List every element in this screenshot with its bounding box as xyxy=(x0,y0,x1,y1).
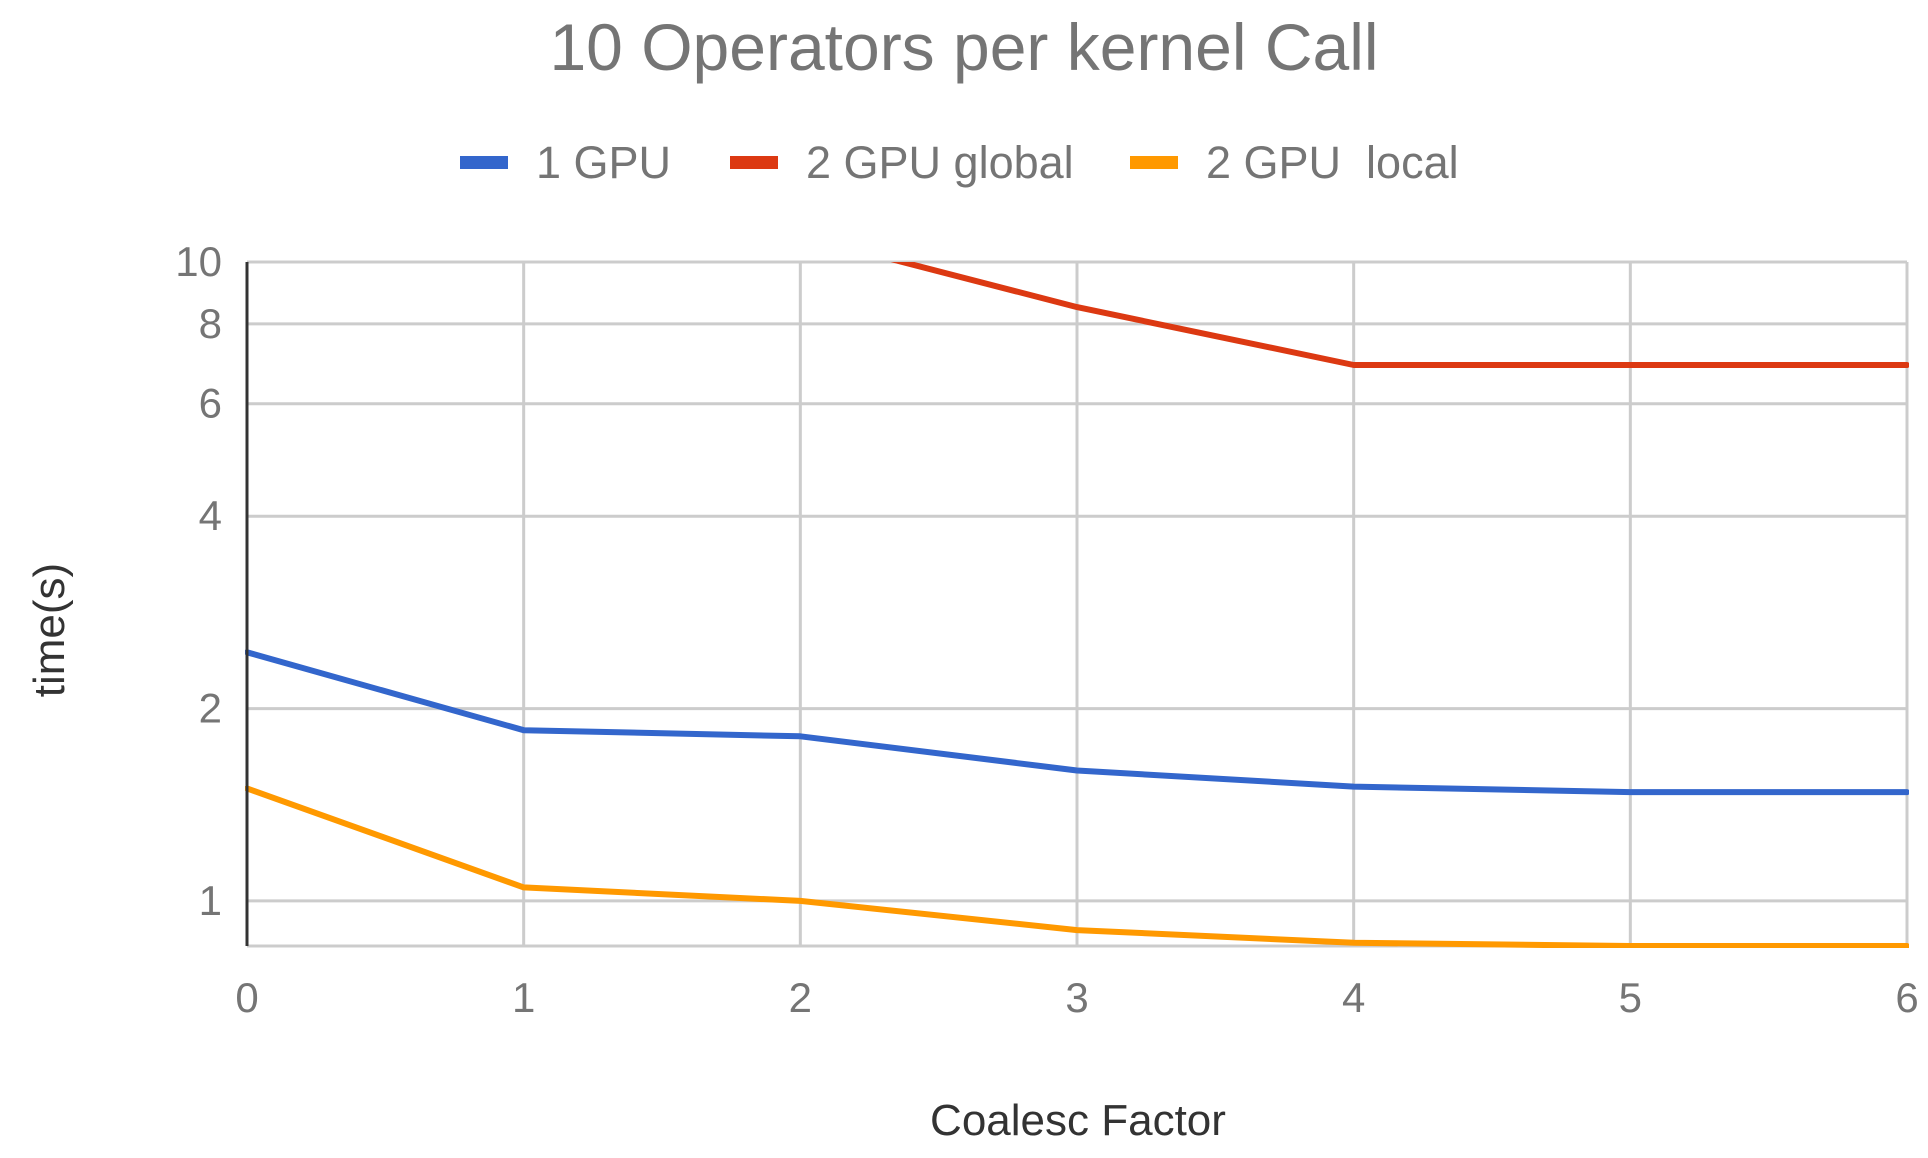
legend-swatch xyxy=(460,156,508,169)
chart-title: 10 Operators per kernel Call xyxy=(549,10,1378,84)
legend-item: 2 GPU local xyxy=(1130,137,1459,188)
x-tick-label: 5 xyxy=(1619,974,1642,1021)
x-tick-label: 4 xyxy=(1342,974,1365,1021)
legend-swatch xyxy=(730,156,778,169)
series-group xyxy=(245,262,1909,948)
y-tick-label: 10 xyxy=(175,238,222,285)
legend-label: 1 GPU xyxy=(536,137,671,188)
legend: 1 GPU 2 GPU global 2 GPU local xyxy=(460,137,1459,188)
y-tick-label: 6 xyxy=(199,380,222,427)
x-tick-label: 2 xyxy=(789,974,812,1021)
legend-swatch xyxy=(1130,156,1178,169)
y-tick-label: 2 xyxy=(199,685,222,732)
series-line-1-gpu xyxy=(245,649,1909,796)
legend-label: 2 GPU local xyxy=(1206,137,1459,188)
y-tick-label: 1 xyxy=(199,877,222,924)
series-line-2-gpu-local xyxy=(245,785,1909,948)
y-tick-label: 8 xyxy=(199,300,222,347)
x-axis-label: Coalesc Factor xyxy=(930,1096,1226,1145)
legend-item: 2 GPU global xyxy=(730,137,1074,188)
x-tick-label: 0 xyxy=(235,974,258,1021)
y-axis-label: time(s) xyxy=(25,563,74,697)
legend-item: 1 GPU xyxy=(460,137,671,188)
legend-label: 2 GPU global xyxy=(806,137,1074,188)
y-tick-labels: 1 2 4 6 8 10 xyxy=(175,238,222,924)
x-tick-label: 3 xyxy=(1065,974,1088,1021)
y-tick-label: 4 xyxy=(199,492,222,539)
series-line-2-gpu-global xyxy=(890,262,1909,368)
x-tick-label: 6 xyxy=(1895,974,1918,1021)
x-tick-labels: 0 1 2 3 4 5 6 xyxy=(235,974,1918,1021)
x-tick-label: 1 xyxy=(512,974,535,1021)
